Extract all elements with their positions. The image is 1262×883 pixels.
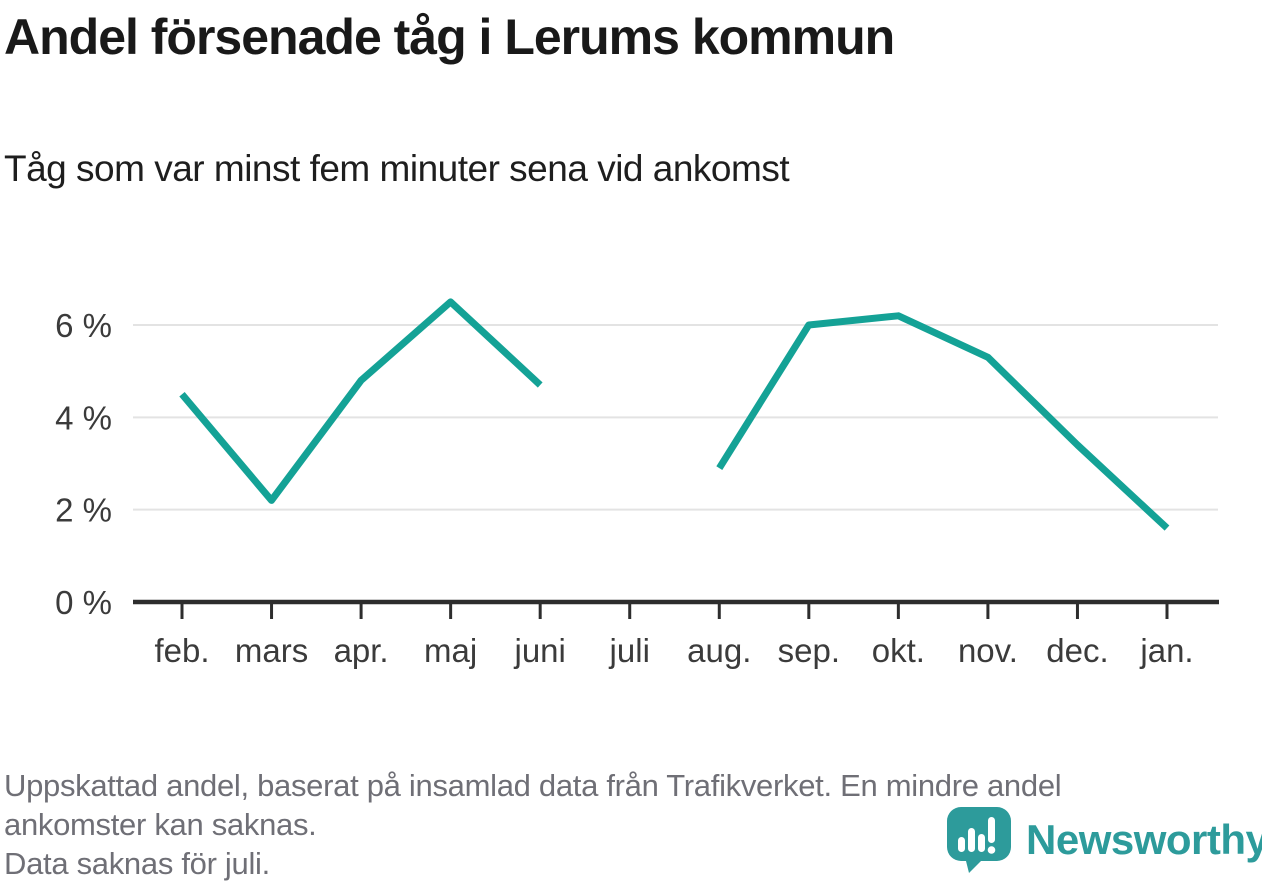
logo-bar-1 <box>958 837 965 852</box>
logo-exclamation-bar <box>988 817 995 843</box>
y-axis-label: 6 % <box>55 307 112 344</box>
x-axis-label: dec. <box>1046 632 1108 669</box>
newsworthy-pin-barchart-icon <box>947 807 1011 873</box>
logo-bar-2 <box>968 828 975 852</box>
x-axis-label: okt. <box>872 632 925 669</box>
logo-bar-3 <box>978 834 985 852</box>
x-axis-label: juni <box>513 632 565 669</box>
source-note: Uppskattad andel, baserat på insamlad da… <box>4 766 1062 883</box>
x-axis-label: juli <box>609 632 650 669</box>
x-axis-label: jan. <box>1139 632 1193 669</box>
source-note-line: Data saknas för juli. <box>4 846 270 881</box>
x-axis-label: sep. <box>778 632 840 669</box>
source-note-line: ankomster kan saknas. <box>4 807 317 842</box>
series-line <box>179 298 1170 531</box>
x-axis-label: aug. <box>687 632 751 669</box>
newsworthy-wordmark: Newsworthy <box>1026 816 1262 863</box>
x-axis-label: nov. <box>958 632 1018 669</box>
y-axis-label: 2 % <box>55 492 112 529</box>
line-chart: 0 % 2 % 4 % 6 % feb. mars apr. maj juni juli aug. s… <box>55 298 1219 669</box>
y-axis-label: 0 % <box>55 584 112 621</box>
chart-subtitle: Tåg som var minst fem minuter sena vid a… <box>4 148 790 189</box>
newsworthy-logo: Newsworthy <box>946 806 1262 874</box>
x-axis-label: maj <box>424 632 477 669</box>
logo-exclamation-dot <box>987 846 996 854</box>
y-axis-label: 4 % <box>55 399 112 436</box>
x-axis-label: mars <box>235 632 308 669</box>
x-axis-label: feb. <box>154 632 209 669</box>
source-note-line: Uppskattad andel, baserat på insamlad da… <box>4 768 1062 803</box>
x-axis-label: apr. <box>334 632 389 669</box>
chart-title: Andel försenade tåg i Lerums kommun <box>4 9 895 65</box>
